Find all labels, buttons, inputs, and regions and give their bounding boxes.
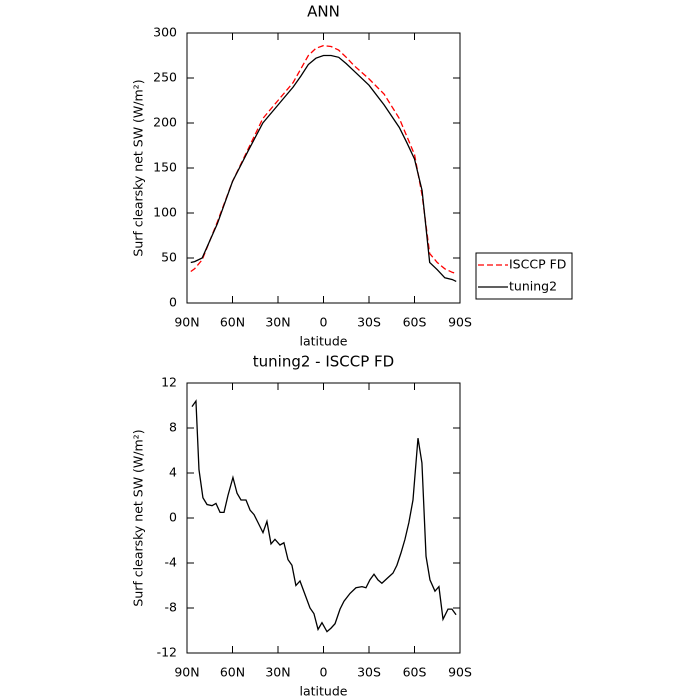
legend-label: tuning2	[509, 279, 557, 294]
legend-box	[475, 252, 573, 300]
y-tick-label: -4	[165, 555, 178, 570]
y-tick-label: 0	[169, 510, 177, 525]
y-tick-label: 0	[169, 295, 177, 310]
y-tick-label: 200	[153, 115, 177, 130]
x-tick-label: 30N	[265, 665, 290, 680]
x-tick-label: 60N	[220, 315, 245, 330]
x-axis-label: latitude	[300, 684, 348, 699]
x-tick-label: 60S	[403, 665, 427, 680]
x-axis-label: latitude	[300, 334, 348, 349]
x-tick-label: 0	[320, 315, 328, 330]
x-tick-label: 30N	[265, 315, 290, 330]
x-tick-label: 60N	[220, 665, 245, 680]
x-tick-label: 90N	[174, 665, 199, 680]
x-tick-label: 90N	[174, 315, 199, 330]
y-tick-label: 100	[153, 205, 177, 220]
data-line	[190, 54, 457, 282]
x-tick-label: 30S	[357, 315, 381, 330]
y-tick-label: 300	[153, 25, 177, 40]
y-tick-label: -12	[157, 645, 177, 660]
y-axis-label: Surf clearsky net SW (W/m²)	[131, 79, 146, 256]
x-tick-label: 90S	[448, 315, 472, 330]
y-axis-label: Surf clearsky net SW (W/m²)	[131, 429, 146, 606]
chart-title: ANN	[307, 3, 340, 21]
y-tick-label: 50	[161, 250, 177, 265]
y-tick-label: 12	[161, 375, 177, 390]
y-tick-label: -8	[165, 600, 178, 615]
y-tick-label: 250	[153, 70, 177, 85]
x-tick-label: 0	[320, 665, 328, 680]
y-tick-label: 4	[169, 465, 177, 480]
data-line	[191, 399, 457, 633]
x-tick-label: 30S	[357, 665, 381, 680]
legend-label: ISCCP FD	[509, 257, 566, 272]
x-tick-label: 90S	[448, 665, 472, 680]
y-tick-label: 8	[169, 420, 177, 435]
x-tick-label: 60S	[403, 315, 427, 330]
y-tick-label: 150	[153, 160, 177, 175]
chart-title: tuning2 - ISCCP FD	[253, 353, 394, 371]
